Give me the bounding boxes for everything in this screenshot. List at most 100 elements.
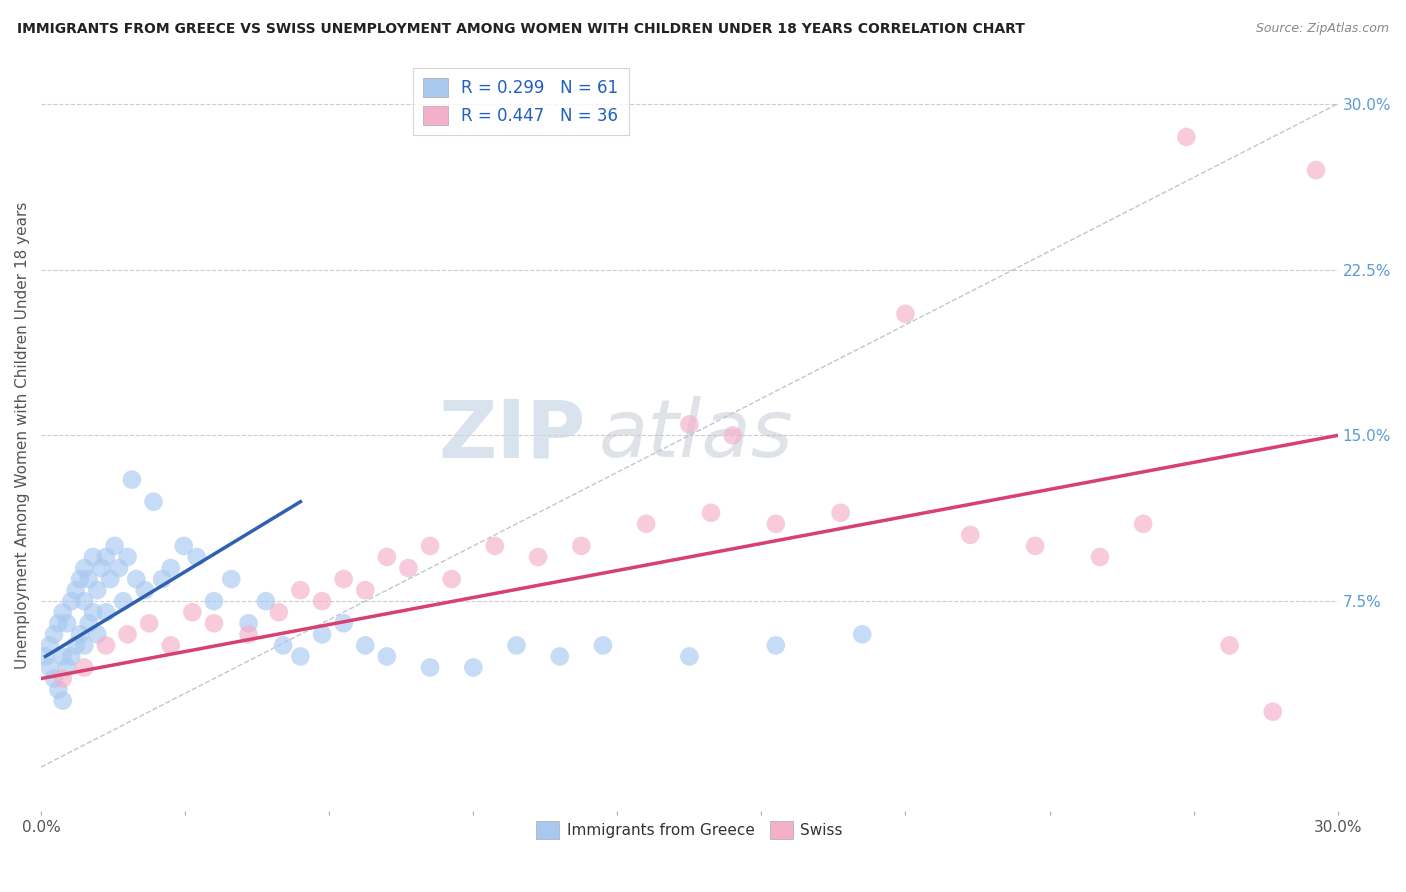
Point xyxy=(592,639,614,653)
Point xyxy=(125,572,148,586)
Point xyxy=(678,649,700,664)
Point xyxy=(267,605,290,619)
Point xyxy=(765,639,787,653)
Point xyxy=(52,605,75,619)
Point xyxy=(134,583,156,598)
Point xyxy=(254,594,277,608)
Point xyxy=(65,583,87,598)
Point xyxy=(73,594,96,608)
Point xyxy=(1305,163,1327,178)
Point xyxy=(73,561,96,575)
Point xyxy=(117,627,139,641)
Point xyxy=(354,639,377,653)
Point xyxy=(238,616,260,631)
Point xyxy=(830,506,852,520)
Point xyxy=(38,639,60,653)
Point xyxy=(103,539,125,553)
Point xyxy=(463,660,485,674)
Point xyxy=(219,572,242,586)
Point xyxy=(173,539,195,553)
Legend: Immigrants from Greece, Swiss: Immigrants from Greece, Swiss xyxy=(530,815,849,845)
Point xyxy=(65,639,87,653)
Point xyxy=(1261,705,1284,719)
Point xyxy=(1088,549,1111,564)
Point xyxy=(548,649,571,664)
Point xyxy=(238,627,260,641)
Point xyxy=(60,649,83,664)
Point xyxy=(73,660,96,674)
Point xyxy=(181,605,204,619)
Point xyxy=(82,549,104,564)
Point xyxy=(73,639,96,653)
Point xyxy=(138,616,160,631)
Point xyxy=(484,539,506,553)
Point xyxy=(894,307,917,321)
Text: IMMIGRANTS FROM GREECE VS SWISS UNEMPLOYMENT AMONG WOMEN WITH CHILDREN UNDER 18 : IMMIGRANTS FROM GREECE VS SWISS UNEMPLOY… xyxy=(17,22,1025,37)
Point xyxy=(569,539,592,553)
Point xyxy=(202,616,225,631)
Point xyxy=(48,616,70,631)
Point xyxy=(150,572,173,586)
Point xyxy=(527,549,550,564)
Point xyxy=(1175,130,1198,145)
Text: ZIP: ZIP xyxy=(439,396,586,475)
Point xyxy=(375,549,398,564)
Point xyxy=(159,561,181,575)
Point xyxy=(202,594,225,608)
Point xyxy=(505,639,527,653)
Point xyxy=(60,594,83,608)
Point xyxy=(52,693,75,707)
Point xyxy=(1219,639,1241,653)
Text: Source: ZipAtlas.com: Source: ZipAtlas.com xyxy=(1256,22,1389,36)
Text: atlas: atlas xyxy=(599,396,793,475)
Point xyxy=(375,649,398,664)
Point xyxy=(94,605,117,619)
Point xyxy=(77,572,100,586)
Point xyxy=(52,649,75,664)
Point xyxy=(112,594,135,608)
Point xyxy=(52,672,75,686)
Point xyxy=(34,649,56,664)
Point xyxy=(86,583,108,598)
Point xyxy=(56,660,79,674)
Point xyxy=(765,516,787,531)
Point xyxy=(159,639,181,653)
Point xyxy=(271,639,294,653)
Point xyxy=(290,649,312,664)
Point xyxy=(1132,516,1154,531)
Y-axis label: Unemployment Among Women with Children Under 18 years: Unemployment Among Women with Children U… xyxy=(15,202,30,669)
Point xyxy=(1024,539,1046,553)
Point xyxy=(42,672,65,686)
Point xyxy=(419,539,441,553)
Point xyxy=(678,417,700,432)
Point xyxy=(851,627,873,641)
Point xyxy=(86,627,108,641)
Point xyxy=(90,561,112,575)
Point xyxy=(186,549,208,564)
Point xyxy=(38,660,60,674)
Point xyxy=(77,616,100,631)
Point xyxy=(42,627,65,641)
Point xyxy=(142,494,165,508)
Point xyxy=(48,682,70,697)
Point xyxy=(94,549,117,564)
Point xyxy=(69,572,91,586)
Point xyxy=(332,616,354,631)
Point xyxy=(636,516,658,531)
Point xyxy=(56,616,79,631)
Point xyxy=(98,572,121,586)
Point xyxy=(69,627,91,641)
Point xyxy=(94,639,117,653)
Point xyxy=(311,594,333,608)
Point xyxy=(700,506,723,520)
Point xyxy=(108,561,131,575)
Point xyxy=(121,473,143,487)
Point xyxy=(290,583,312,598)
Point xyxy=(354,583,377,598)
Point xyxy=(440,572,463,586)
Point xyxy=(398,561,420,575)
Point xyxy=(117,549,139,564)
Point xyxy=(721,428,744,442)
Point xyxy=(419,660,441,674)
Point xyxy=(332,572,354,586)
